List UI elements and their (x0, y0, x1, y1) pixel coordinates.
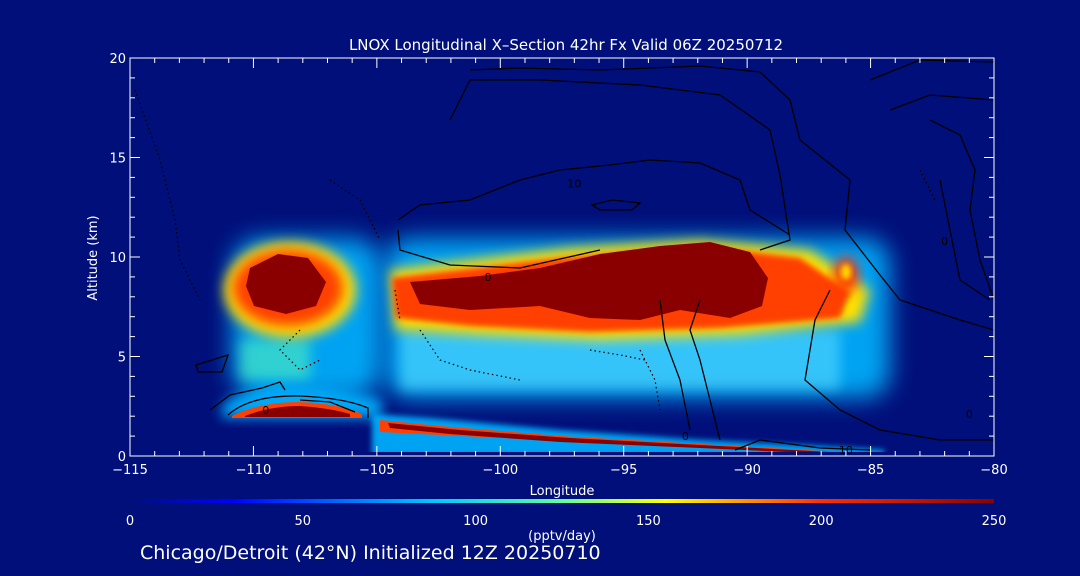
y-tick-label: 20 (109, 52, 126, 67)
x-tick-label: −110 (236, 463, 272, 478)
y-axis-label: Altitude (km) (86, 215, 101, 300)
x-tick-label: −80 (980, 463, 1007, 478)
colorbar-tick-label: 150 (636, 514, 661, 529)
colorbar-tick-label: 50 (295, 514, 312, 529)
colorbar-tick-label: 250 (982, 514, 1007, 529)
colorbar-tick-label: 0 (126, 514, 134, 529)
contour-lines-dotted (134, 89, 936, 411)
x-tick-label: −105 (359, 463, 395, 478)
y-tick-label: 15 (109, 152, 126, 167)
contour-label: 10 (839, 444, 853, 457)
contour-label: 10 (567, 177, 581, 190)
chart-title: LNOX Longitudinal X–Section 42hr Fx Vali… (349, 36, 783, 54)
contour-labels: 0 10 0 0 10 0 0 (262, 177, 973, 457)
x-tick-label: −100 (482, 463, 518, 478)
contour-label: 0 (966, 408, 973, 421)
y-axis: 0 5 10 15 20 (109, 52, 994, 465)
x-tick-label: −115 (112, 463, 148, 478)
contour-label: 0 (262, 404, 269, 417)
contour-label: 0 (682, 430, 689, 443)
lnox-field: 0 10 0 0 10 0 0 (130, 59, 994, 457)
x-axis-label: Longitude (530, 484, 595, 499)
y-tick-label: 5 (118, 351, 126, 366)
y-tick-label: 0 (118, 450, 126, 465)
colorbar-gradient (130, 499, 994, 503)
lnox-anvil-band (385, 238, 890, 398)
colorbar: 0 50 100 150 200 250 (pptv/day) (126, 499, 1007, 544)
x-tick-label: −85 (857, 463, 884, 478)
colorbar-ticks: 0 50 100 150 200 250 (126, 514, 1007, 529)
footer-initialization-text: Chicago/Detroit (42°N) Initialized 12Z 2… (140, 542, 601, 564)
colorbar-tick-label: 200 (809, 514, 834, 529)
x-tick-label: −90 (733, 463, 760, 478)
y-tick-label: 10 (109, 251, 126, 266)
x-tick-label: −95 (610, 463, 637, 478)
contour-label: 0 (941, 235, 948, 248)
contour-label: 0 (484, 271, 491, 284)
lnox-cell-west (224, 238, 382, 398)
colorbar-label: (pptv/day) (528, 529, 596, 544)
x-axis: −115 −110 −105 −100 −95 −90 −85 −80 (112, 58, 1008, 478)
colorbar-tick-label: 100 (463, 514, 488, 529)
